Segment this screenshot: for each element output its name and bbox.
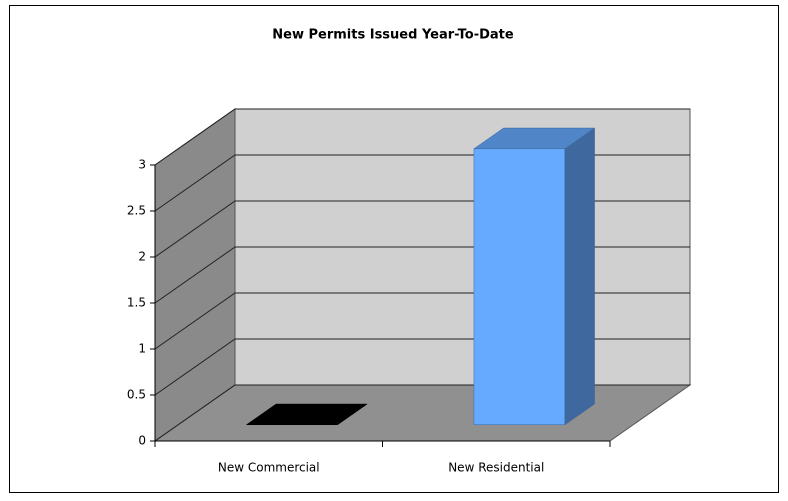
grid-line [154, 108, 690, 166]
x-tick-label: New Residential [448, 461, 544, 475]
bar-top [245, 403, 368, 426]
bar [245, 403, 368, 426]
bar-side [564, 127, 595, 426]
chart-title: New Permits Issued Year-To-Date [272, 28, 514, 43]
bar [473, 127, 596, 426]
bar-top [473, 127, 596, 150]
y-tick-label: 1.5 [127, 296, 146, 310]
floor [153, 384, 692, 442]
x-tick-label: New Commercial [218, 461, 320, 475]
y-tick-label: 2.5 [127, 204, 146, 218]
y-tick-label: 0.5 [127, 388, 146, 402]
y-tick-label: 3 [138, 158, 146, 172]
bar-front [473, 148, 566, 426]
y-tick-label: 0 [138, 434, 146, 448]
y-tick-label: 2 [138, 250, 146, 264]
y-tick-label: 1 [138, 342, 146, 356]
